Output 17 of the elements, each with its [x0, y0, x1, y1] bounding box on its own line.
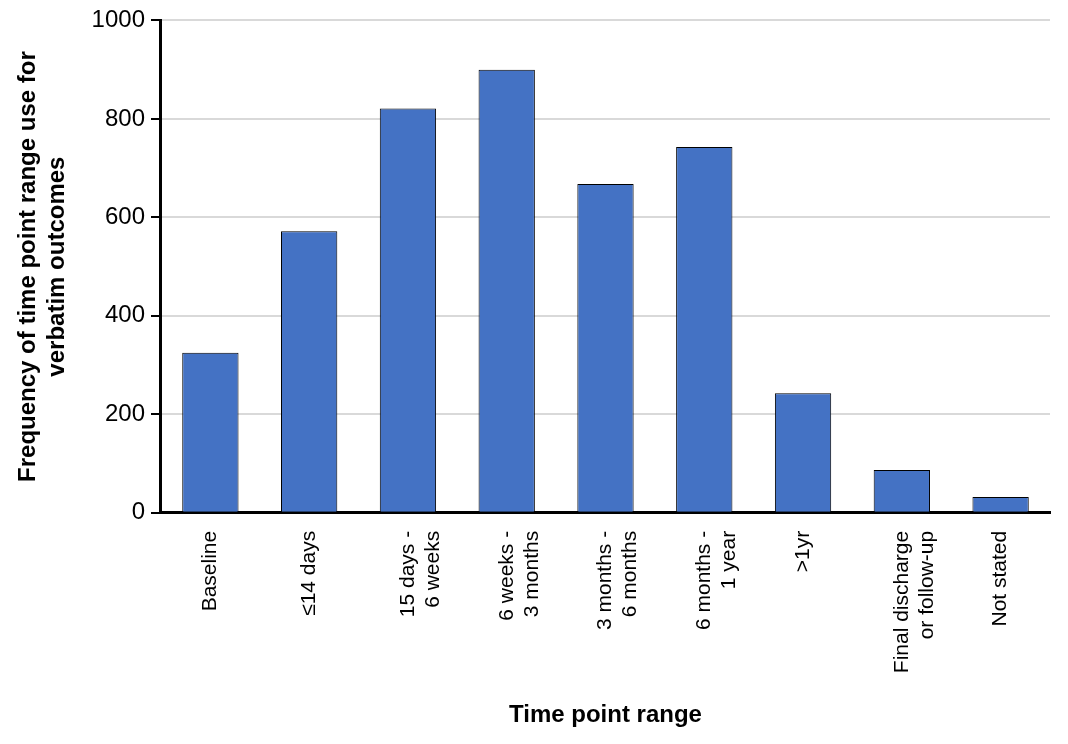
x-tick-label: 15 days - 6 weeks	[394, 530, 443, 618]
x-tick-label: Baseline	[197, 530, 221, 612]
x-tick-label: Not stated	[987, 530, 1011, 627]
x-tick-label: 3 months - 6 months	[592, 530, 641, 631]
y-tick-label: 800	[104, 103, 145, 131]
y-tick-label: 200	[104, 398, 145, 426]
x-tick-label: 6 months - 1 year	[691, 530, 740, 631]
y-tick-label: 400	[104, 300, 145, 328]
x-tick-label: ≤14 days	[295, 530, 319, 616]
y-tick-label: 1000	[91, 5, 145, 33]
y-tick-label: 600	[104, 201, 145, 229]
x-tick-label: >1yr	[789, 530, 813, 573]
y-axis-title: Frequency of time point range use for verbatim outcomes	[13, 51, 69, 482]
x-axis-title: Time point range	[509, 700, 702, 728]
x-tick-label: Final discharge or follow-up	[888, 530, 937, 674]
y-tick-label: 0	[131, 497, 145, 525]
x-tick-label: 6 weeks - 3 months	[493, 530, 542, 621]
